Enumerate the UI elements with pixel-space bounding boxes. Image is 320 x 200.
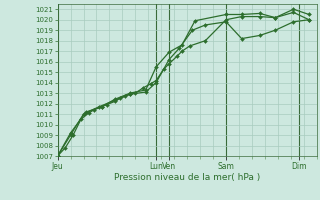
X-axis label: Pression niveau de la mer( hPa ): Pression niveau de la mer( hPa ) <box>114 173 260 182</box>
